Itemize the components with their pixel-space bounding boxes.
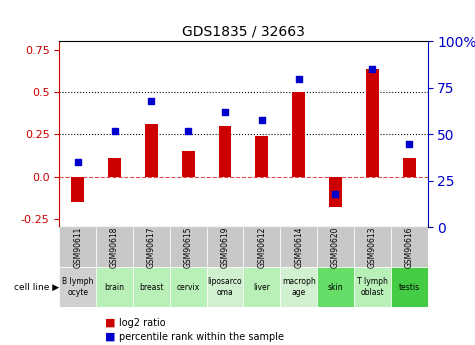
Text: ■: ■ [104, 318, 115, 328]
Bar [292, 92, 305, 177]
FancyBboxPatch shape [133, 267, 170, 307]
Bar [145, 124, 158, 177]
Text: ■: ■ [104, 332, 115, 342]
Bar [108, 158, 121, 177]
Text: GSM90611: GSM90611 [73, 227, 82, 268]
FancyBboxPatch shape [354, 227, 390, 267]
FancyBboxPatch shape [243, 227, 280, 267]
Text: GSM90617: GSM90617 [147, 227, 156, 268]
FancyBboxPatch shape [96, 227, 133, 267]
Bar [403, 158, 416, 177]
Point [369, 67, 376, 72]
FancyBboxPatch shape [317, 227, 354, 267]
FancyBboxPatch shape [280, 227, 317, 267]
FancyBboxPatch shape [207, 227, 243, 267]
Text: GSM90620: GSM90620 [331, 227, 340, 268]
FancyBboxPatch shape [354, 267, 390, 307]
Text: GSM90612: GSM90612 [257, 227, 266, 268]
Point [221, 109, 229, 115]
FancyBboxPatch shape [59, 267, 96, 307]
FancyBboxPatch shape [170, 227, 207, 267]
Point [332, 191, 339, 197]
Text: GSM90614: GSM90614 [294, 227, 303, 268]
FancyBboxPatch shape [170, 267, 207, 307]
Text: skin: skin [328, 283, 343, 292]
FancyBboxPatch shape [96, 267, 133, 307]
FancyBboxPatch shape [243, 267, 280, 307]
Point [405, 141, 413, 146]
Text: cervix: cervix [177, 283, 200, 292]
FancyBboxPatch shape [133, 227, 170, 267]
Text: GSM90613: GSM90613 [368, 227, 377, 268]
FancyBboxPatch shape [207, 267, 243, 307]
FancyBboxPatch shape [59, 227, 96, 267]
Text: liver: liver [253, 283, 270, 292]
Text: liposarco
oma: liposarco oma [208, 277, 242, 297]
Bar [329, 177, 342, 207]
Text: T lymph
oblast: T lymph oblast [357, 277, 388, 297]
Point [74, 159, 82, 165]
Point [258, 117, 266, 122]
FancyBboxPatch shape [390, 267, 428, 307]
Text: cell line ▶: cell line ▶ [14, 283, 59, 292]
FancyBboxPatch shape [280, 267, 317, 307]
Text: GSM90619: GSM90619 [220, 227, 229, 268]
FancyBboxPatch shape [317, 267, 354, 307]
Text: GSM90618: GSM90618 [110, 227, 119, 268]
Text: GSM90616: GSM90616 [405, 227, 414, 268]
Text: B lymph
ocyte: B lymph ocyte [62, 277, 94, 297]
Text: macroph
age: macroph age [282, 277, 315, 297]
Point [184, 128, 192, 134]
Text: percentile rank within the sample: percentile rank within the sample [119, 332, 284, 342]
Bar [182, 151, 195, 177]
FancyBboxPatch shape [390, 227, 428, 267]
Text: testis: testis [399, 283, 419, 292]
Bar [366, 69, 379, 177]
Text: breast: breast [139, 283, 164, 292]
Point [148, 98, 155, 104]
Point [111, 128, 118, 134]
Text: GSM90615: GSM90615 [184, 227, 193, 268]
Bar [256, 136, 268, 177]
Text: brain: brain [104, 283, 124, 292]
Bar [218, 126, 231, 177]
Text: log2 ratio: log2 ratio [119, 318, 165, 328]
Bar [71, 177, 84, 202]
Title: GDS1835 / 32663: GDS1835 / 32663 [182, 25, 305, 39]
Point [295, 76, 303, 81]
